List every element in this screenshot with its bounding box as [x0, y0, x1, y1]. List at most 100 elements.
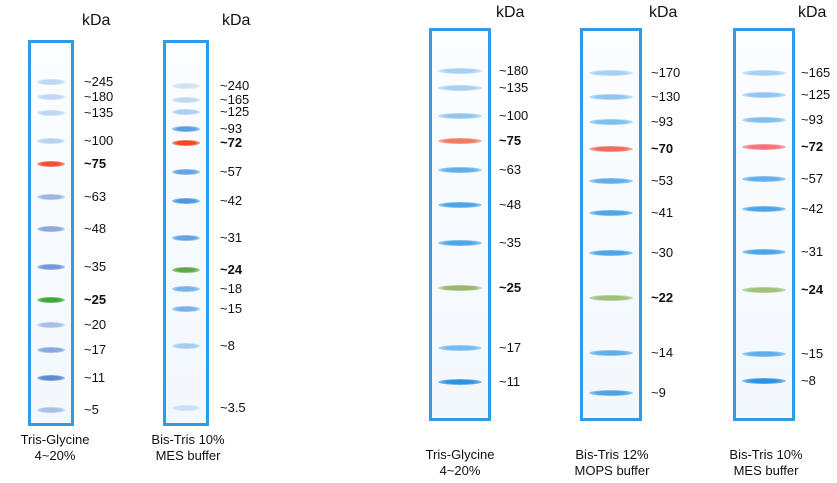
marker-band [438, 68, 482, 74]
band-size-label: ~165 [801, 65, 831, 80]
kda-unit-label: kDa [82, 12, 111, 29]
band-size-label: ~63 [84, 189, 107, 204]
band-size-label: ~93 [220, 121, 243, 136]
band-size-label: ~22 [651, 290, 674, 305]
band-size-label: ~63 [499, 162, 522, 177]
marker-band [37, 347, 65, 353]
band-size-label: ~93 [651, 114, 674, 129]
band-size-label: ~8 [220, 338, 235, 353]
marker-band [438, 202, 482, 208]
band-size-label: ~3.5 [220, 400, 246, 415]
band-size-label: ~170 [651, 65, 681, 80]
band-size-label: ~24 [220, 262, 243, 277]
marker-band [742, 92, 786, 98]
band-size-label: ~24 [801, 282, 824, 297]
gel-caption: Tris-Glycine 4~20% [21, 432, 90, 464]
gel-caption-line: 4~20% [34, 448, 76, 463]
band-size-label: ~57 [801, 171, 824, 186]
marker-band [438, 85, 482, 91]
band-size-label: ~130 [651, 89, 681, 104]
band-size-label: ~30 [651, 245, 674, 260]
band-size-label: ~180 [499, 63, 529, 78]
band-size-label: ~25 [499, 280, 522, 295]
band-size-label: ~35 [84, 259, 107, 274]
gel-caption-line: MES buffer [733, 463, 799, 478]
marker-band [589, 250, 633, 256]
gel-caption: Bis-Tris 10% MES buffer [729, 447, 802, 479]
marker-band [742, 176, 786, 182]
band-size-label: ~31 [801, 244, 824, 259]
marker-band [742, 117, 786, 123]
kda-unit-label: kDa [496, 4, 525, 21]
gel-caption-line: Tris-Glycine [20, 432, 90, 447]
gel-lane [28, 40, 74, 426]
band-size-label: ~72 [801, 139, 824, 154]
band-size-label: ~35 [499, 235, 522, 250]
band-size-label: ~14 [651, 345, 674, 360]
marker-band [172, 235, 200, 241]
marker-band [589, 178, 633, 184]
band-size-label: ~31 [220, 230, 243, 245]
marker-band [438, 345, 482, 351]
marker-band [37, 407, 65, 413]
band-size-label: ~100 [84, 133, 114, 148]
marker-band [742, 287, 786, 293]
gel-caption-line: MOPS buffer [574, 463, 650, 478]
marker-band [438, 138, 482, 144]
marker-band [589, 350, 633, 356]
band-size-label: ~165 [220, 92, 250, 107]
marker-band [172, 109, 200, 115]
band-size-label: ~11 [499, 374, 521, 389]
marker-band [742, 144, 786, 150]
marker-band [589, 146, 633, 152]
marker-band [172, 97, 200, 103]
band-size-label: ~15 [220, 301, 243, 316]
marker-band [438, 113, 482, 119]
band-size-label: ~72 [220, 135, 243, 150]
band-size-label: ~8 [801, 373, 816, 388]
marker-band [172, 306, 200, 312]
kda-unit-label: kDa [649, 4, 678, 21]
marker-band [172, 343, 200, 349]
marker-band [172, 286, 200, 292]
marker-band [438, 379, 482, 385]
band-size-label: ~48 [499, 197, 522, 212]
band-size-label: ~53 [651, 173, 674, 188]
marker-band [172, 126, 200, 132]
gel-caption: Bis-Tris 10% MES buffer [151, 432, 224, 464]
marker-band [589, 70, 633, 76]
marker-band [172, 83, 200, 89]
kda-unit-label: kDa [798, 4, 827, 21]
gel-caption-line: Bis-Tris 10% [729, 447, 803, 462]
marker-band [37, 94, 65, 100]
marker-band [172, 267, 200, 273]
marker-band [37, 264, 65, 270]
band-size-label: ~245 [84, 74, 114, 89]
marker-band [438, 240, 482, 246]
marker-band [37, 375, 65, 381]
marker-band [589, 390, 633, 396]
marker-band [438, 285, 482, 291]
band-size-label: ~17 [499, 340, 522, 355]
gel-lane [429, 28, 491, 421]
gel-lane [733, 28, 795, 421]
band-size-label: ~180 [84, 89, 114, 104]
band-size-label: ~57 [220, 164, 243, 179]
gel-caption: Bis-Tris 12% MOPS buffer [575, 447, 650, 479]
marker-band [37, 322, 65, 328]
band-size-label: ~11 [84, 370, 106, 385]
marker-band [589, 295, 633, 301]
band-size-label: ~125 [220, 104, 250, 119]
marker-band [589, 119, 633, 125]
marker-band [742, 249, 786, 255]
gel-caption-line: Tris-Glycine [425, 447, 495, 462]
gel-caption-line: MES buffer [155, 448, 221, 463]
gel-lane [163, 40, 209, 426]
band-size-label: ~18 [220, 281, 243, 296]
marker-band [438, 167, 482, 173]
band-size-label: ~135 [499, 80, 529, 95]
marker-band [172, 198, 200, 204]
band-size-label: ~15 [801, 346, 824, 361]
band-size-label: ~42 [220, 193, 243, 208]
band-size-label: ~240 [220, 78, 250, 93]
